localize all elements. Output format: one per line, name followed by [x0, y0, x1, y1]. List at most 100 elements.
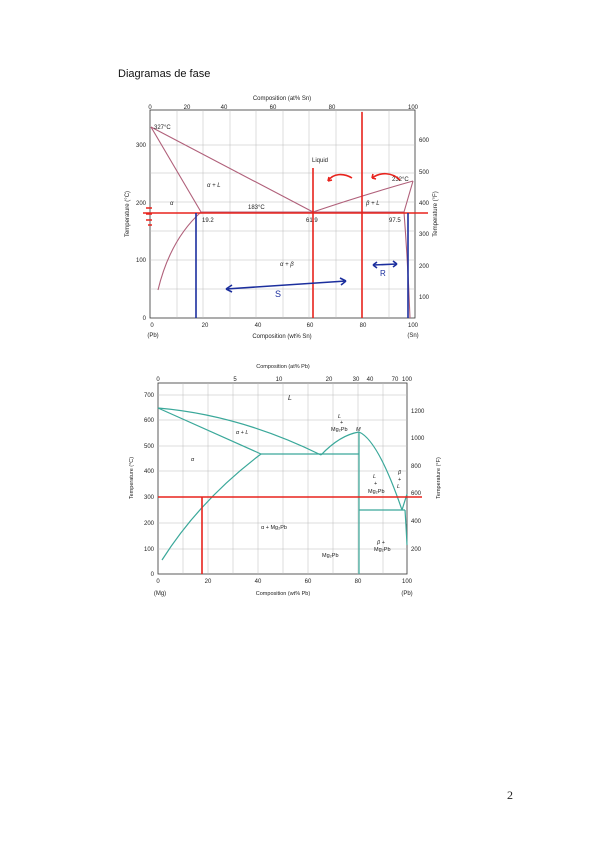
label-mg2pb-bottom: Mg₂Pb [322, 553, 339, 559]
label-19-2: 19.2 [202, 218, 214, 224]
right-tick: 400 [411, 519, 422, 525]
label-liquid: Liquid [312, 158, 328, 164]
bottom-tick: 60 [305, 579, 312, 585]
left-tick: 300 [144, 495, 155, 501]
solidus-right [403, 180, 414, 213]
solidus-left [150, 126, 202, 213]
right-end-label: (Pb) [401, 591, 412, 597]
left-axis-title: Temperature (°C) [129, 457, 135, 499]
phase-curves [157, 407, 408, 574]
plot-frame [157, 382, 408, 575]
top-tick: 80 [329, 105, 336, 111]
page-number: 2 [507, 788, 513, 802]
bottom-tick: 100 [408, 323, 419, 329]
bottom-tick: 20 [202, 323, 209, 329]
label-beta-mg2pb-c: Mg₂Pb [374, 547, 391, 553]
solvus-left [157, 211, 202, 291]
red-arrow-left [327, 173, 353, 182]
left-tick: 0 [151, 572, 155, 578]
left-tick: 600 [144, 418, 155, 424]
top-tick: 40 [221, 105, 228, 111]
label-alpha-l: α + L [236, 430, 248, 436]
bottom-tick: 20 [205, 579, 212, 585]
label-beta-l: β + L [365, 201, 380, 207]
left-end-label: (Mg) [154, 591, 166, 597]
red-annotations [143, 112, 428, 318]
liquidus-left [157, 407, 322, 456]
label-mg2pb-right: Mg₂Pb [368, 489, 385, 495]
hand-label-s: S [275, 289, 281, 299]
blue-annotations [195, 213, 409, 318]
left-end-label: (Pb) [147, 333, 158, 339]
top-tick: 5 [233, 377, 237, 383]
label-beta-l: L [397, 484, 400, 490]
grid [158, 383, 407, 574]
right-tick: 200 [419, 264, 430, 270]
right-tick: 500 [419, 170, 430, 176]
bottom-tick: 80 [355, 579, 362, 585]
top-tick: 20 [184, 105, 191, 111]
label-plus-right: + [374, 481, 377, 487]
top-tick: 0 [156, 377, 160, 383]
red-annotations [158, 496, 422, 574]
label-alpha-mg2pb: α + Mg₂Pb [261, 525, 287, 531]
label-l-upper: L [338, 414, 341, 420]
left-tick: 500 [144, 444, 155, 450]
liquidus-left [150, 126, 314, 213]
bottom-axis-title: Composition (wt% Sn) [252, 334, 311, 340]
right-axis-title: Temperature (°F) [433, 191, 439, 236]
right-tick: 1000 [411, 436, 425, 442]
label-m: M [356, 427, 361, 433]
left-tick: 400 [144, 469, 155, 475]
top-tick: 10 [276, 377, 283, 383]
left-tick: 100 [144, 547, 155, 553]
top-tick: 40 [367, 377, 374, 383]
right-tick: 600 [411, 491, 422, 497]
label-alpha: α [170, 201, 174, 207]
top-tick: 70 [392, 377, 399, 383]
right-tick: 300 [419, 232, 430, 238]
right-tick: 200 [411, 547, 422, 553]
right-tick: 400 [419, 201, 430, 207]
label-alpha-beta: α + β [280, 262, 294, 268]
bottom-tick: 80 [360, 323, 367, 329]
label-beta-plus: + [398, 477, 401, 483]
bottom-tick: 0 [150, 323, 154, 329]
left-tick: 300 [136, 143, 147, 149]
bottom-axis-title: Composition (wt% Pb) [256, 591, 311, 597]
left-tick: 0 [143, 316, 147, 322]
label-alpha-l: α + L [207, 183, 221, 189]
top-tick: 0 [148, 105, 152, 111]
label-alpha: α [191, 457, 195, 463]
label-l: L [288, 395, 292, 402]
bottom-tick: 100 [402, 579, 413, 585]
top-axis-title: Composition (at% Pb) [256, 364, 310, 370]
phase-curves [150, 126, 414, 319]
label-97-5: 97.5 [389, 218, 401, 224]
right-tick: 800 [411, 464, 422, 470]
top-tick: 60 [270, 105, 277, 111]
left-tick: 100 [136, 258, 147, 264]
red-arrow-right [371, 172, 401, 181]
bottom-tick: 40 [255, 579, 262, 585]
bottom-tick: 0 [156, 579, 160, 585]
label-183: 183°C [248, 205, 265, 211]
top-axis-title: Composition (at% Sn) [253, 96, 311, 102]
left-tick: 200 [144, 521, 155, 527]
right-end-label: (Sn) [407, 333, 418, 339]
top-tick: 100 [402, 377, 413, 383]
bottom-tick: 60 [307, 323, 314, 329]
label-232: 232°C [392, 177, 409, 183]
left-tick: 200 [136, 201, 147, 207]
label-beta-mg2pb-b: β + [376, 540, 386, 546]
right-tick: 600 [419, 138, 430, 144]
label-plus-upper: + [340, 420, 343, 426]
solvus-left [161, 453, 262, 561]
label-mg2pb-upper: Mg₂Pb [331, 427, 348, 433]
solvus-right [404, 509, 408, 546]
solidus-left [157, 407, 262, 455]
bottom-tick: 40 [255, 323, 262, 329]
top-tick: 100 [408, 105, 419, 111]
blue-arrow-r [372, 263, 398, 266]
